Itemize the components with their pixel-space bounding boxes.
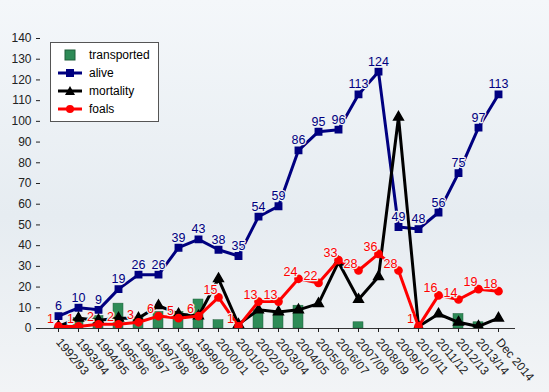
svg-text:10: 10: [72, 291, 86, 305]
svg-text:1999/00: 1999/00: [193, 335, 232, 378]
svg-text:Dec 2014: Dec 2014: [493, 335, 537, 384]
svg-text:26: 26: [132, 258, 146, 272]
svg-text:80: 80: [18, 156, 32, 170]
svg-text:38: 38: [212, 233, 226, 247]
svg-text:54: 54: [252, 200, 266, 214]
svg-text:1995/96: 1995/96: [113, 335, 152, 378]
svg-text:1994/95: 1994/95: [93, 335, 132, 378]
html-text:mortality: mortality: [89, 84, 135, 98]
svg-text:96: 96: [332, 113, 346, 127]
svg-text:120: 120: [11, 73, 31, 87]
svg-text:14: 14: [444, 286, 458, 300]
svg-text:35: 35: [232, 239, 246, 253]
svg-text:13: 13: [244, 288, 258, 302]
svg-text:1993/94: 1993/94: [73, 335, 112, 378]
svg-text:70: 70: [18, 176, 32, 190]
svg-text:33: 33: [324, 246, 338, 260]
svg-text:1992/93: 1992/93: [53, 335, 92, 378]
svg-text:60: 60: [18, 197, 32, 211]
svg-text:2001/02: 2001/02: [233, 335, 272, 378]
html-text:transported: transported: [89, 48, 150, 62]
svg-text:110: 110: [12, 93, 31, 107]
svg-text:59: 59: [272, 189, 286, 203]
svg-text:2000/01: 2000/01: [213, 335, 252, 378]
svg-text:39: 39: [172, 231, 186, 245]
svg-text:36: 36: [364, 240, 378, 254]
svg-text:2011/12: 2011/12: [433, 335, 472, 377]
svg-text:30: 30: [18, 259, 32, 273]
svg-text:0: 0: [25, 321, 32, 335]
svg-text:1997/98: 1997/98: [153, 335, 192, 378]
svg-text:2006/07: 2006/07: [333, 335, 372, 378]
svg-text:1: 1: [407, 312, 414, 326]
svg-text:13: 13: [264, 288, 278, 302]
svg-text:95: 95: [312, 115, 326, 129]
svg-text:16: 16: [424, 281, 438, 295]
svg-text:6: 6: [187, 302, 194, 316]
html-text:foals: foals: [89, 102, 115, 116]
svg-text:18: 18: [484, 277, 498, 291]
svg-text:2003/04: 2003/04: [273, 335, 312, 378]
svg-text:6: 6: [55, 299, 62, 313]
svg-text:26: 26: [152, 258, 166, 272]
svg-text:48: 48: [412, 212, 426, 226]
svg-text:28: 28: [344, 257, 358, 271]
svg-text:19: 19: [112, 272, 126, 286]
svg-text:2004/05: 2004/05: [293, 335, 332, 378]
svg-text:1: 1: [67, 312, 74, 326]
svg-text:2008/09: 2008/09: [373, 335, 412, 378]
svg-text:49: 49: [392, 210, 406, 224]
svg-text:1998/99: 1998/99: [173, 335, 212, 378]
svg-text:2010/11: 2010/11: [413, 335, 452, 377]
svg-text:2007/08: 2007/08: [353, 335, 392, 378]
svg-text:90: 90: [18, 135, 32, 149]
svg-text:100: 100: [11, 114, 31, 128]
svg-text:2012/13: 2012/13: [453, 335, 492, 378]
svg-text:113: 113: [489, 77, 509, 91]
svg-text:97: 97: [472, 111, 486, 125]
svg-text:56: 56: [432, 196, 446, 210]
svg-text:1996/97: 1996/97: [133, 335, 172, 378]
svg-text:28: 28: [384, 257, 398, 271]
svg-text:2: 2: [107, 310, 114, 324]
svg-text:2013/14: 2013/14: [473, 335, 512, 378]
svg-text:124: 124: [368, 55, 389, 69]
svg-text:130: 130: [11, 52, 31, 66]
svg-text:2: 2: [87, 310, 94, 324]
svg-text:22: 22: [304, 269, 318, 283]
svg-text:2009/10: 2009/10: [393, 335, 432, 378]
svg-text:1: 1: [227, 312, 234, 326]
svg-text:140: 140: [11, 31, 31, 45]
svg-text:40: 40: [18, 238, 32, 252]
svg-text:9: 9: [95, 293, 102, 307]
svg-text:75: 75: [452, 156, 466, 170]
svg-text:113: 113: [349, 77, 369, 91]
svg-text:24: 24: [284, 265, 298, 279]
svg-text:5: 5: [167, 304, 174, 318]
svg-text:43: 43: [192, 222, 206, 236]
svg-text:2005/06: 2005/06: [313, 335, 352, 378]
svg-text:50: 50: [18, 218, 32, 232]
svg-text:3: 3: [127, 308, 134, 322]
svg-text:15: 15: [204, 283, 218, 297]
svg-text:20: 20: [18, 280, 32, 294]
svg-text:6: 6: [147, 302, 154, 316]
svg-text:19: 19: [464, 275, 478, 289]
svg-text:2002/03: 2002/03: [253, 335, 292, 378]
svg-text:10: 10: [18, 301, 32, 315]
html-text:alive: alive: [89, 66, 114, 80]
svg-text:86: 86: [292, 133, 306, 147]
svg-text:1: 1: [47, 312, 54, 326]
